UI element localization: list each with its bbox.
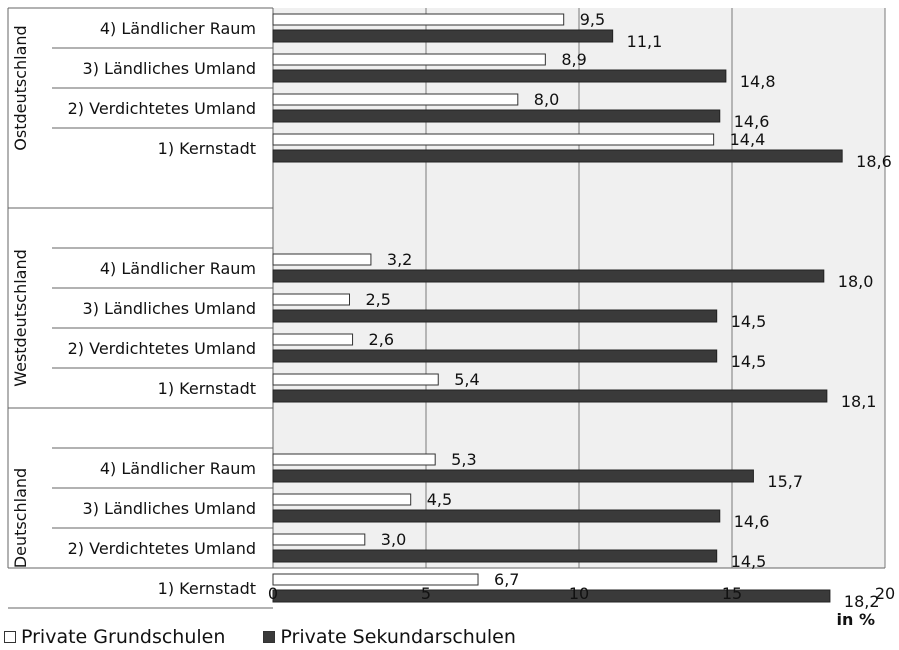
value-label-sekundarschulen-2-2: 14,5 [731,552,767,571]
category-label-1-0: 4) Ländlicher Raum [100,259,256,278]
bar-sekundarschulen-1-3 [272,389,828,403]
bar-sekundarschulen-1-1 [272,309,718,323]
x-tick-label-1: 5 [421,584,431,603]
value-label-grundschulen-2-3: 6,7 [494,570,519,589]
legend-label-sekundarschulen: Private Sekundarschulen [280,626,516,648]
x-tick-label-2: 10 [569,584,589,603]
legend-item-sekundarschulen: Private Sekundarschulen [263,626,516,648]
value-label-grundschulen-1-2: 2,6 [369,330,394,349]
value-label-grundschulen-0-1: 8,9 [561,50,586,69]
category-label-0-1: 3) Ländliches Umland [83,59,256,78]
bar-grundschulen-2-1 [272,493,412,506]
bar-grundschulen-2-2 [272,533,366,546]
x-tick-label-0: 0 [268,584,278,603]
value-label-grundschulen-2-0: 5,3 [451,450,476,469]
value-label-sekundarschulen-1-0: 18,0 [838,272,874,291]
bar-sekundarschulen-2-2 [272,549,718,563]
category-label-1-3: 1) Kernstadt [158,379,256,398]
value-label-sekundarschulen-1-2: 14,5 [731,352,767,371]
bar-grundschulen-1-1 [272,293,350,306]
legend-swatch-sekundarschulen [263,631,276,643]
bar-sekundarschulen-2-0 [272,469,754,483]
value-label-grundschulen-1-1: 2,5 [366,290,391,309]
x-tick-label-3: 15 [722,584,742,603]
bar-grundschulen-0-2 [272,93,519,106]
bar-sekundarschulen-1-0 [272,269,825,283]
value-label-sekundarschulen-0-2: 14,6 [734,112,770,131]
value-label-grundschulen-1-0: 3,2 [387,250,412,269]
category-label-0-0: 4) Ländlicher Raum [100,19,256,38]
value-label-sekundarschulen-2-0: 15,7 [767,472,803,491]
bar-grundschulen-2-3 [272,573,479,586]
bar-grundschulen-1-0 [272,253,372,266]
value-label-sekundarschulen-0-0: 11,1 [627,32,663,51]
group-label-2: Deutschland [11,468,30,568]
bar-sekundarschulen-0-0 [272,29,614,43]
category-label-0-3: 1) Kernstadt [158,139,256,158]
category-label-1-1: 3) Ländliches Umland [83,299,256,318]
legend-item-grundschulen: Private Grundschulen [4,626,225,648]
category-label-0-2: 2) Verdichtetes Umland [68,99,256,118]
category-label-2-1: 3) Ländliches Umland [83,499,256,518]
legend-label-grundschulen: Private Grundschulen [21,626,226,648]
bar-sekundarschulen-0-3 [272,149,843,163]
category-label-2-2: 2) Verdichtetes Umland [68,539,256,558]
bar-grundschulen-1-3 [272,373,439,386]
value-label-sekundarschulen-2-3: 18,2 [844,592,880,611]
bar-chart: Ostdeutschland 4) Ländlicher Raum 9,5 11,1 3… [7,7,895,626]
value-label-sekundarschulen-1-3: 18,1 [841,392,877,411]
value-label-grundschulen-0-0: 9,5 [580,10,605,29]
value-label-sekundarschulen-0-3: 18,6 [856,152,892,171]
bar-grundschulen-2-0 [272,453,436,466]
legend-swatch-grundschulen [4,631,16,643]
legend: Private Grundschulen Private Sekundarsch… [4,626,516,648]
bar-grundschulen-0-3 [272,133,715,146]
value-label-grundschulen-2-2: 3,0 [381,530,406,549]
group-label-1: Westdeutschland [11,249,30,387]
value-label-sekundarschulen-1-1: 14,5 [731,312,767,331]
category-label-2-0: 4) Ländlicher Raum [100,459,256,478]
bar-grundschulen-0-1 [272,53,546,66]
x-tick-label-4: 20 [875,584,895,603]
value-label-grundschulen-1-3: 5,4 [454,370,479,389]
bar-sekundarschulen-0-1 [272,69,727,83]
value-label-grundschulen-2-1: 4,5 [427,490,452,509]
bar-sekundarschulen-1-2 [272,349,718,363]
value-label-sekundarschulen-0-1: 14,8 [740,72,776,91]
category-label-1-2: 2) Verdichtetes Umland [68,339,256,358]
bar-grundschulen-1-2 [272,333,354,346]
category-label-2-3: 1) Kernstadt [158,579,256,598]
bar-grundschulen-0-0 [272,13,565,26]
value-label-grundschulen-0-2: 8,0 [534,90,559,109]
bar-sekundarschulen-2-1 [272,509,721,523]
group-label-0: Ostdeutschland [11,25,30,150]
value-label-sekundarschulen-2-1: 14,6 [734,512,770,531]
value-label-grundschulen-0-3: 14,4 [730,130,766,149]
bar-sekundarschulen-2-3 [272,589,831,603]
x-axis-label: in % [837,610,875,626]
bar-sekundarschulen-0-2 [272,109,721,123]
